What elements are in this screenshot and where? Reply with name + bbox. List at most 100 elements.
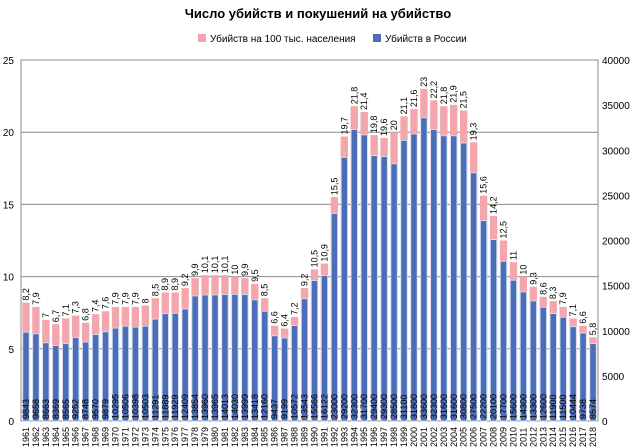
- rate-data-label: 12,5: [498, 221, 508, 239]
- rate-data-label: 10,1: [200, 256, 210, 274]
- murders-bar: [509, 279, 518, 422]
- x-axis-tick-label: 1965: [61, 427, 71, 447]
- rate-data-label: 19,8: [369, 116, 379, 134]
- murders-data-label: 11900: [548, 395, 558, 419]
- rate-data-label: 8,3: [548, 287, 558, 300]
- x-axis-tick-label: 1980: [210, 427, 220, 447]
- murders-data-label: 29400: [369, 394, 379, 419]
- rate-data-label: 7: [41, 313, 51, 318]
- murders-data-label: 8574: [588, 399, 598, 419]
- murders-bar: [589, 343, 597, 422]
- murders-bar: [42, 342, 50, 422]
- legend-swatch-murders: [373, 34, 381, 42]
- x-axis-tick-label: 2014: [548, 427, 558, 447]
- rate-data-label: 9,2: [300, 274, 310, 287]
- rate-data-label: 14,2: [489, 196, 499, 214]
- rate-data-label: 11: [508, 251, 518, 260]
- rate-data-label: 21,8: [349, 87, 359, 105]
- x-axis-tick-label: 2000: [409, 427, 419, 447]
- murders-bar: [221, 294, 229, 422]
- x-axis-tick-label: 1995: [359, 427, 369, 447]
- murders-data-label: 13854: [190, 394, 200, 419]
- murders-bar: [310, 280, 319, 422]
- x-axis-tick-label: 1991: [319, 427, 329, 447]
- x-axis-tick-label: 2003: [439, 427, 449, 447]
- rate-data-label: 8,6: [538, 282, 548, 295]
- x-axis-tick-label: 1989: [300, 427, 310, 447]
- murders-bar: [519, 291, 527, 422]
- murders-bar: [151, 318, 159, 422]
- murders-bar: [32, 333, 40, 422]
- murders-bar: [480, 220, 488, 422]
- murders-data-label: 9879: [101, 399, 111, 419]
- murders-data-label: 33600: [419, 394, 429, 419]
- x-axis-tick-label: 1970: [111, 427, 121, 447]
- x-axis-tick-label: 2018: [588, 427, 598, 447]
- rate-data-label: 7,6: [101, 297, 111, 310]
- rate-data-label: 20: [389, 120, 399, 130]
- murders-data-label: 9570: [91, 399, 101, 419]
- x-axis-tick-label: 2011: [518, 428, 528, 447]
- rate-data-label: 7,3: [71, 301, 81, 314]
- murders-data-label: 8369: [51, 399, 61, 419]
- murders-data-label: 13965: [210, 394, 220, 419]
- rate-data-label: 22,2: [429, 81, 439, 99]
- murders-data-label: 9437: [270, 399, 280, 419]
- murders-data-label: 8748: [81, 399, 91, 419]
- murders-bar: [271, 335, 279, 422]
- x-axis-tick-label: 2010: [508, 427, 518, 447]
- murders-bar: [211, 294, 219, 422]
- x-axis-tick-label: 1988: [290, 427, 300, 447]
- x-axis-tick-label: 1962: [31, 427, 41, 447]
- murders-data-label: 13543: [300, 394, 310, 419]
- x-axis-tick-label: 1963: [41, 427, 51, 447]
- murders-data-label: 10506: [120, 394, 130, 419]
- rate-data-label: 21,5: [459, 91, 469, 109]
- rate-data-label: 19,7: [339, 117, 349, 135]
- murders-bar: [251, 299, 259, 422]
- x-axis-tick-label: 1998: [389, 427, 399, 447]
- murders-bar: [440, 135, 448, 422]
- x-axis-tick-label: 2008: [489, 427, 499, 447]
- murders-bar: [22, 331, 30, 422]
- murders-bar: [549, 313, 557, 422]
- rate-data-label: 15,6: [479, 176, 489, 194]
- murders-data-label: 20100: [489, 394, 499, 419]
- murders-bar: [171, 312, 179, 422]
- chart-title: Число убийств и покушений на убийство: [185, 6, 451, 21]
- murders-bar: [191, 295, 199, 422]
- right-axis-tick-label: 25000: [602, 191, 630, 202]
- x-axis-tick-label: 1985: [260, 427, 270, 447]
- murders-bar: [450, 135, 458, 422]
- rate-data-label: 8,9: [160, 278, 170, 291]
- murders-data-label: 12160: [260, 394, 270, 419]
- rate-data-label: 9,9: [240, 264, 250, 277]
- x-axis-tick-label: 1987: [280, 427, 290, 447]
- x-axis-tick-label: 1961: [21, 427, 31, 447]
- murders-data-label: 15566: [309, 394, 319, 419]
- rate-data-label: 9,2: [180, 274, 190, 287]
- x-axis-tick-label: 1974: [150, 427, 160, 447]
- murders-data-label: 31600: [439, 394, 449, 419]
- legend-label-rate: Убийств на 100 тыс. населения: [210, 33, 356, 45]
- rate-data-label: 6,4: [280, 314, 290, 327]
- murders-bar: [131, 326, 139, 422]
- murders-bar: [390, 163, 398, 422]
- murders-bar: [579, 332, 587, 422]
- murders-data-label: 10444: [568, 394, 578, 419]
- x-axis-tick-label: 1971: [120, 427, 130, 447]
- murders-data-label: 13418: [250, 394, 260, 419]
- left-axis-tick-label: 20: [3, 128, 15, 139]
- rate-data-label: 10,5: [309, 250, 319, 268]
- murders-data-label: 8565: [61, 399, 71, 419]
- x-axis-tick-label: 2009: [498, 427, 508, 447]
- murders-data-label: 29300: [379, 394, 389, 419]
- murders-data-label: 32300: [349, 394, 359, 419]
- rate-data-label: 9,5: [250, 269, 260, 282]
- rate-data-label: 6,8: [81, 308, 91, 321]
- murders-data-label: 8663: [41, 399, 51, 419]
- rate-data-label: 10: [230, 265, 240, 275]
- murders-bar: [320, 275, 329, 422]
- rate-data-label: 21,8: [439, 87, 449, 105]
